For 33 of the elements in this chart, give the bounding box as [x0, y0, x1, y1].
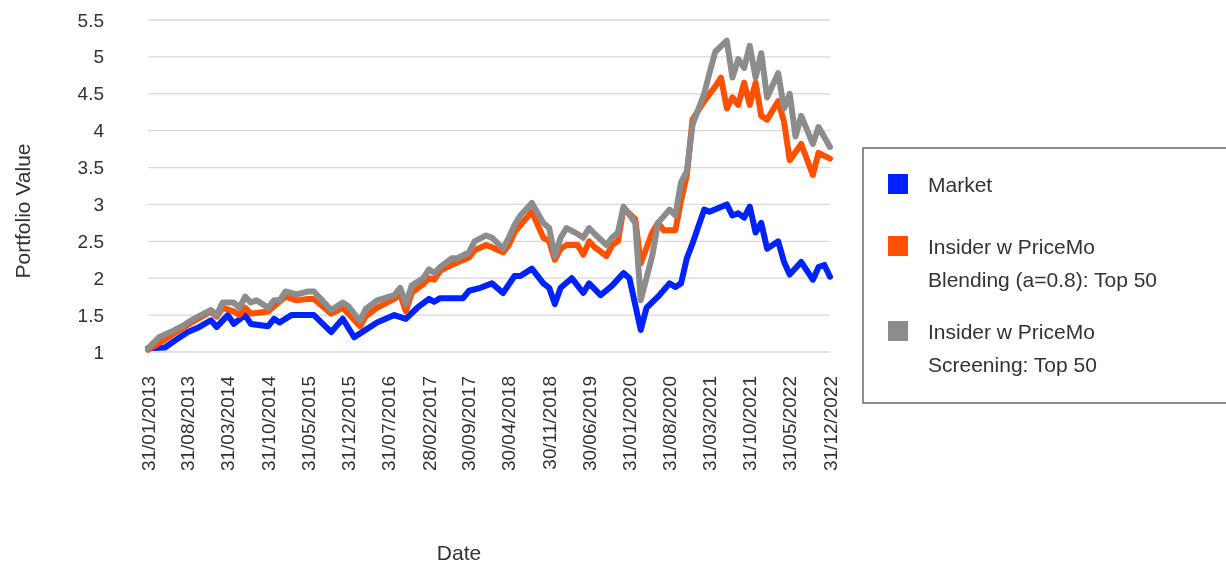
y-tick-label: 3	[93, 193, 104, 215]
legend-label: Market	[928, 172, 993, 196]
x-tick-label: 31/03/2021	[698, 376, 720, 472]
y-tick-label: 2	[93, 267, 104, 289]
x-tick-label: 30/04/2018	[498, 376, 520, 472]
x-tick-label: 31/10/2021	[739, 376, 761, 472]
x-tick-label: 31/08/2020	[659, 376, 681, 472]
y-axis-title: Portfolio Value	[10, 143, 34, 279]
x-tick-label: 31/10/2014	[257, 375, 279, 472]
y-tick-label: 5	[93, 46, 104, 68]
x-tick-label: 30/11/2018	[538, 376, 560, 470]
y-tick-label: 4.5	[77, 83, 104, 105]
x-tick-label: 30/06/2019	[578, 376, 600, 472]
x-axis-title: Date	[436, 541, 482, 564]
y-tick-label: 2.5	[77, 230, 104, 252]
y-tick-label: 4	[93, 120, 105, 142]
x-tick-label: 31/03/2014	[217, 375, 239, 472]
x-tick-label: 28/02/2017	[418, 376, 440, 472]
legend-label: Insider w PriceMo Blending (a=0.8): Top 50	[928, 234, 1158, 291]
y-tick-label: 5.5	[77, 9, 104, 31]
legend-label: Insider w PriceMo Screening: Top 50	[928, 319, 1097, 376]
x-tick-label: 31/08/2013	[177, 376, 199, 472]
x-tick-label: 31/01/2020	[618, 376, 640, 472]
x-tick-label: 30/09/2017	[458, 376, 480, 472]
x-tick-label: 31/12/2015	[337, 376, 359, 472]
x-tick-label: 31/01/2013	[137, 376, 159, 472]
y-tick-label: 1.5	[77, 304, 104, 326]
x-tick-label: 31/12/2022	[819, 376, 841, 472]
x-tick-label: 31/05/2022	[779, 376, 801, 472]
y-tick-label: 1	[93, 341, 104, 363]
x-tick-label: 31/05/2015	[297, 376, 319, 472]
x-tick-label: 31/07/2016	[378, 376, 400, 472]
y-tick-label: 3.5	[77, 157, 104, 179]
